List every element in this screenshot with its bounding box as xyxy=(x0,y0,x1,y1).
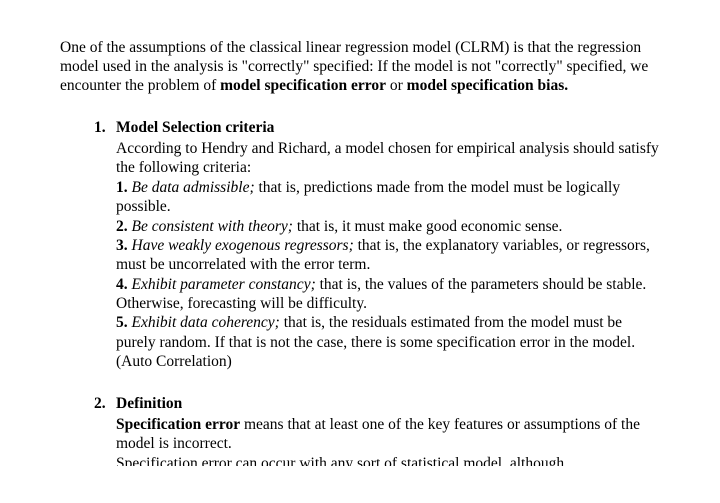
cutoff-line: Specification error can occur with any s… xyxy=(116,454,662,466)
section-2-heading: 2.Definition xyxy=(116,394,662,413)
document-page: One of the assumptions of the classical … xyxy=(0,0,720,466)
criterion-4-num: 4. xyxy=(116,276,128,293)
section-2-p1: Specification error means that at least … xyxy=(116,415,662,454)
criterion-2: 2. Be consistent with theory; that is, i… xyxy=(116,217,662,236)
section-1-heading: 1.Model Selection criteria xyxy=(116,118,662,137)
section-1-title: Model Selection criteria xyxy=(116,119,274,136)
criterion-2-num: 2. xyxy=(116,218,128,235)
section-2-title: Definition xyxy=(116,395,182,412)
intro-bold-1: model specification error xyxy=(220,77,386,94)
criterion-1: 1. Be data admissible; that is, predicti… xyxy=(116,178,662,217)
criterion-5: 5. Exhibit data coherency; that is, the … xyxy=(116,313,662,371)
criterion-1-num: 1. xyxy=(116,179,128,196)
section-model-selection: 1.Model Selection criteria According to … xyxy=(60,118,662,372)
criterion-3-term: Have weakly exogenous regressors; xyxy=(132,237,354,254)
section-definition: 2.Definition Specification error means t… xyxy=(60,394,662,466)
section-2-number: 2. xyxy=(94,394,106,413)
criterion-4: 4. Exhibit parameter constancy; that is,… xyxy=(116,275,662,314)
intro-text-2: or xyxy=(386,77,407,94)
criterion-3: 3. Have weakly exogenous regressors; tha… xyxy=(116,236,662,275)
section-2-p1-bold: Specification error xyxy=(116,416,240,433)
section-1-number: 1. xyxy=(94,118,106,137)
criterion-4-term: Exhibit parameter constancy; xyxy=(132,276,316,293)
section-2-p2: Specification error can occur with any s… xyxy=(116,454,662,466)
criterion-2-term: Be consistent with theory; xyxy=(132,218,293,235)
criterion-5-num: 5. xyxy=(116,314,128,331)
criterion-3-num: 3. xyxy=(116,237,128,254)
criterion-2-rest: that is, it must make good economic sens… xyxy=(293,218,562,235)
intro-bold-2: model specification bias. xyxy=(407,77,568,94)
section-1-lead: According to Hendry and Richard, a model… xyxy=(116,139,662,178)
intro-paragraph: One of the assumptions of the classical … xyxy=(60,38,662,96)
criterion-5-term: Exhibit data coherency; xyxy=(132,314,280,331)
criterion-1-term: Be data admissible; xyxy=(132,179,255,196)
